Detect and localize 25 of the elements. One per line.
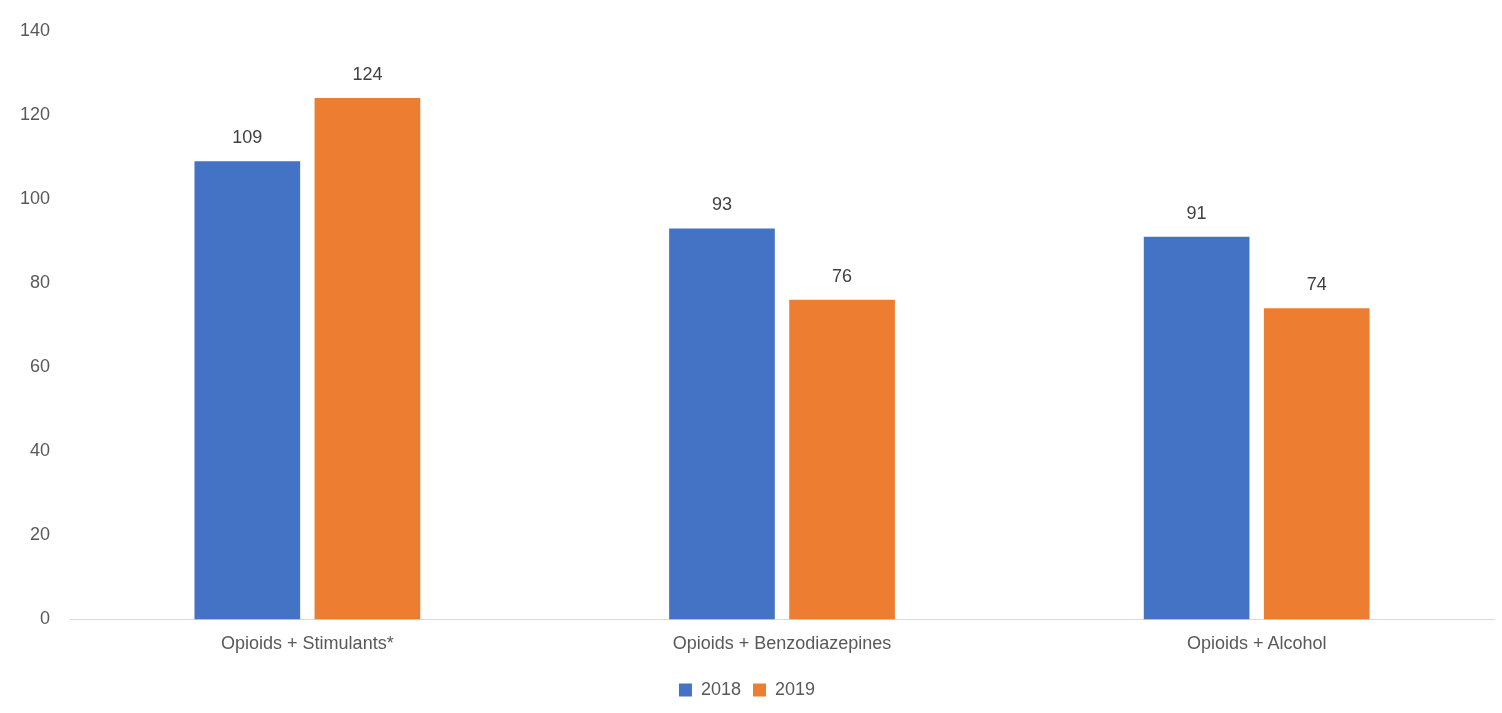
y-tick-label: 20 <box>30 524 51 545</box>
data-label: 109 <box>232 127 263 148</box>
x-tick-label: Opioids + Benzodiazepines <box>672 633 892 654</box>
y-tick-label: 140 <box>19 19 51 40</box>
bar <box>1143 236 1250 620</box>
y-tick-label: 120 <box>19 103 51 124</box>
legend-label: 2019 <box>775 678 816 699</box>
data-label: 76 <box>832 265 853 286</box>
y-tick-label: 100 <box>19 187 51 208</box>
data-label: 93 <box>711 194 732 215</box>
bar <box>789 299 895 620</box>
y-tick-label: 40 <box>30 440 51 461</box>
x-tick-label: Opioids + Alcohol <box>1186 633 1327 654</box>
legend-label: 2018 <box>700 678 741 699</box>
data-label: 91 <box>1186 202 1207 223</box>
x-tick-label: Opioids + Stimulants* <box>221 633 394 654</box>
bar <box>314 98 421 620</box>
data-label: 124 <box>352 64 383 85</box>
bar <box>194 161 301 620</box>
y-tick-label: 0 <box>40 608 51 629</box>
data-label: 74 <box>1306 274 1327 295</box>
y-tick-label: 60 <box>30 356 51 377</box>
y-tick-label: 80 <box>30 272 51 293</box>
bar <box>1263 308 1370 620</box>
bar <box>669 228 775 620</box>
